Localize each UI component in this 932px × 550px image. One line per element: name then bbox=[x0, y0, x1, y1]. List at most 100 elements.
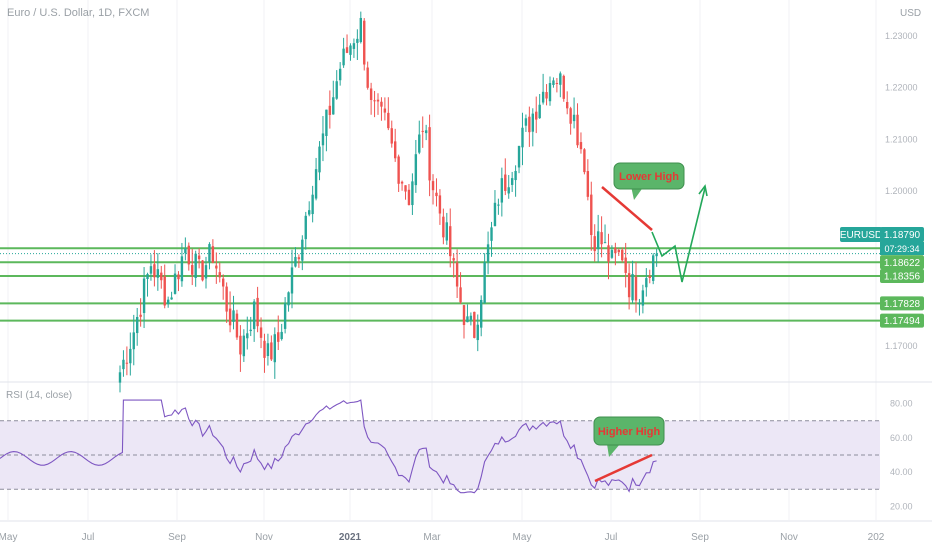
candle-body bbox=[493, 202, 497, 227]
candle-body bbox=[590, 194, 593, 236]
candle-body bbox=[583, 149, 586, 173]
candle-body bbox=[256, 297, 259, 327]
candle-body bbox=[631, 273, 634, 301]
candle-body bbox=[431, 181, 435, 191]
candle-body bbox=[314, 169, 318, 199]
level-label: 1.18356 bbox=[884, 272, 921, 283]
candle-body bbox=[411, 181, 414, 206]
candle-body bbox=[490, 227, 493, 241]
candle-body bbox=[191, 265, 194, 275]
chart-title: Euro / U.S. Dollar, 1D, FXCM bbox=[7, 7, 149, 19]
candle-body bbox=[418, 134, 421, 153]
candle-body bbox=[294, 256, 297, 267]
candle-body bbox=[222, 278, 225, 287]
candle-body bbox=[325, 109, 328, 137]
candle-body bbox=[514, 170, 517, 181]
candle-body bbox=[407, 189, 411, 206]
candle-body bbox=[455, 262, 459, 287]
price-tick-label: 1.22000 bbox=[885, 83, 918, 93]
candle-body bbox=[160, 272, 163, 281]
candle-body bbox=[400, 181, 404, 184]
candle-body bbox=[541, 91, 545, 103]
price-tick-label: 1.21000 bbox=[885, 134, 918, 144]
candle-body bbox=[438, 195, 442, 214]
candle-body bbox=[452, 258, 455, 261]
candle-body bbox=[376, 99, 380, 102]
candle-body bbox=[283, 303, 287, 329]
candle-body bbox=[373, 100, 376, 102]
time-tick-label: 2021 bbox=[339, 532, 362, 543]
candle-body bbox=[517, 145, 521, 168]
rsi-tick-labels: 80.00 60.00 40.00 20.00 bbox=[890, 399, 913, 512]
rsi-tick-label: 60.00 bbox=[890, 433, 913, 443]
candle-body bbox=[469, 315, 473, 321]
candle-body bbox=[273, 334, 276, 363]
candle-body bbox=[290, 267, 294, 294]
candle-body bbox=[277, 332, 280, 342]
candle-body bbox=[387, 112, 390, 129]
candle-body bbox=[345, 47, 349, 53]
candle-body bbox=[252, 301, 256, 330]
candle-body bbox=[363, 20, 366, 65]
candle-body bbox=[500, 178, 504, 203]
candle-body bbox=[483, 262, 486, 304]
candle-body bbox=[366, 67, 369, 88]
candle-body bbox=[552, 80, 555, 85]
candle-body bbox=[187, 245, 190, 265]
candle-body bbox=[621, 249, 624, 261]
candle-body bbox=[414, 154, 418, 186]
rsi-tick-label: 40.00 bbox=[890, 467, 913, 477]
candle-body bbox=[538, 104, 541, 119]
candle-body bbox=[184, 248, 187, 254]
candle-body bbox=[634, 276, 638, 301]
rsi-band bbox=[0, 420, 880, 490]
candle-body bbox=[239, 335, 242, 355]
candle-body bbox=[149, 266, 153, 274]
candle-body bbox=[208, 244, 211, 263]
level-label: 1.18622 bbox=[884, 258, 921, 269]
time-tick-label: Nov bbox=[255, 532, 273, 543]
candle-body bbox=[566, 101, 569, 109]
candle-body bbox=[459, 287, 462, 303]
price-tick-label: 1.20000 bbox=[885, 186, 918, 196]
candle-body bbox=[242, 335, 246, 357]
candle-body bbox=[215, 265, 218, 269]
candle-body bbox=[555, 83, 559, 85]
candle-body bbox=[576, 114, 579, 146]
candle-body bbox=[476, 324, 479, 341]
rsi-line bbox=[0, 399, 657, 494]
candle-body bbox=[624, 257, 627, 273]
candle-body bbox=[163, 276, 166, 306]
candle-body bbox=[287, 292, 290, 306]
candle-body bbox=[579, 142, 583, 150]
candle-body bbox=[497, 204, 500, 206]
candle-body bbox=[394, 141, 397, 159]
candle-body bbox=[462, 305, 466, 326]
time-axis: May Jul Sep Nov 2021 Mar May Jul Sep Nov 202 bbox=[0, 520, 932, 543]
candle-body bbox=[301, 239, 304, 261]
lower-high-label: Lower High bbox=[619, 171, 679, 183]
candle-body bbox=[359, 17, 362, 43]
time-tick-label: Jul bbox=[605, 532, 618, 543]
current-price-tag: EURUSD 1.18790 07:29:34 bbox=[840, 227, 924, 255]
candle-body bbox=[132, 332, 135, 350]
candle-body bbox=[218, 272, 221, 278]
candle-body bbox=[397, 156, 400, 184]
candle-body bbox=[297, 257, 301, 260]
candle-body bbox=[311, 194, 314, 215]
candle-body bbox=[466, 316, 469, 323]
candle-body bbox=[596, 231, 600, 250]
candle-body bbox=[627, 273, 631, 298]
time-tick-label: 202 bbox=[868, 532, 885, 543]
price-tick-label: 1.17000 bbox=[885, 341, 918, 351]
candle-body bbox=[177, 274, 180, 280]
time-tick-label: Nov bbox=[780, 532, 798, 543]
candle-body bbox=[270, 342, 273, 360]
candle-body bbox=[445, 222, 448, 241]
candle-body bbox=[641, 290, 645, 306]
candle-body bbox=[136, 316, 139, 334]
time-tick-label: May bbox=[0, 532, 17, 543]
candle-body bbox=[390, 128, 393, 144]
candle-body bbox=[504, 174, 507, 191]
candle-body bbox=[638, 302, 641, 305]
